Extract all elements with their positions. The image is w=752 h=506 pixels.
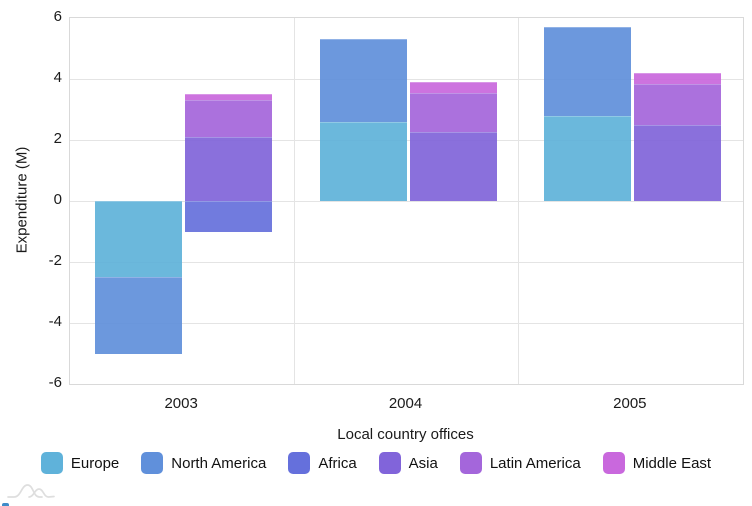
y-tick-label-2: 2 — [53, 130, 62, 147]
legend-label: Asia — [408, 454, 438, 472]
legend-label: Middle East — [632, 454, 712, 472]
x-category-label-2003: 2003 — [164, 395, 198, 412]
bar-segment-2003-latin-america[interactable] — [185, 100, 273, 137]
bar-segment-2005-middle-east[interactable] — [633, 72, 721, 84]
chart-legend: Europe North America Africa Asia Latin Ameri… — [0, 452, 752, 474]
legend-item-africa[interactable]: Africa — [288, 452, 357, 474]
legend-label: Latin America — [489, 454, 581, 472]
bar-segment-2003-asia[interactable] — [185, 136, 273, 201]
y-tick-label--6: -6 — [48, 374, 62, 391]
legend-swatch-icon — [602, 452, 625, 474]
gridline-y--2 — [70, 261, 743, 263]
legend-label: North America — [171, 454, 267, 472]
bar-segment-2005-asia[interactable] — [633, 124, 721, 201]
gridline-y-2 — [70, 139, 743, 141]
legend-item-latin-america[interactable]: Latin America — [459, 452, 581, 474]
legend-label: Africa — [318, 454, 357, 472]
y-tick-label--2: -2 — [48, 252, 62, 269]
x-category-label-2005: 2005 — [613, 395, 647, 412]
y-tick-label-4: 4 — [53, 69, 62, 86]
x-category-label-2004: 2004 — [388, 395, 423, 412]
legend-swatch-icon — [40, 452, 63, 474]
legend-swatch-icon — [141, 452, 164, 474]
bar-segment-2004-middle-east[interactable] — [409, 82, 497, 93]
bar-segment-2005-europe[interactable] — [543, 115, 631, 201]
bar-segment-2003-africa[interactable] — [185, 201, 273, 232]
y-tick-label-6: 6 — [53, 8, 62, 25]
category-separator — [293, 18, 295, 384]
gridline-y-0 — [70, 200, 743, 202]
bar-segment-2004-europe[interactable] — [319, 121, 407, 201]
legend-label: Europe — [70, 454, 120, 472]
bar-segment-2004-asia[interactable] — [409, 132, 497, 201]
bar-segment-2005-latin-america[interactable] — [633, 83, 721, 125]
y-tick-label--4: -4 — [48, 313, 62, 330]
gridline-y--4 — [70, 322, 743, 324]
legend-item-north-america[interactable]: North America — [141, 452, 266, 474]
gridline-y-4 — [70, 78, 743, 80]
plot-area — [69, 17, 744, 385]
bar-segment-2005-north-america[interactable] — [543, 27, 631, 116]
bar-segment-2003-middle-east[interactable] — [185, 94, 273, 101]
x-axis-title: Local country offices — [337, 426, 474, 443]
y-tick-label-0: 0 — [53, 191, 62, 208]
bar-segment-2004-latin-america[interactable] — [409, 92, 497, 133]
bar-segment-2003-north-america[interactable] — [95, 277, 183, 354]
legend-item-europe[interactable]: Europe — [40, 452, 120, 474]
legend-swatch-icon — [288, 452, 311, 474]
legend-swatch-icon — [378, 452, 401, 474]
watermark-curves-logo-icon — [7, 484, 55, 498]
bar-segment-2003-europe[interactable] — [95, 201, 183, 278]
legend-item-asia[interactable]: Asia — [378, 452, 438, 474]
legend-item-middle-east[interactable]: Middle East — [602, 452, 712, 474]
bar-segment-2004-north-america[interactable] — [319, 39, 407, 122]
legend-swatch-icon — [459, 452, 482, 474]
cut-off-blue-element — [2, 503, 9, 506]
category-separator — [518, 18, 520, 384]
